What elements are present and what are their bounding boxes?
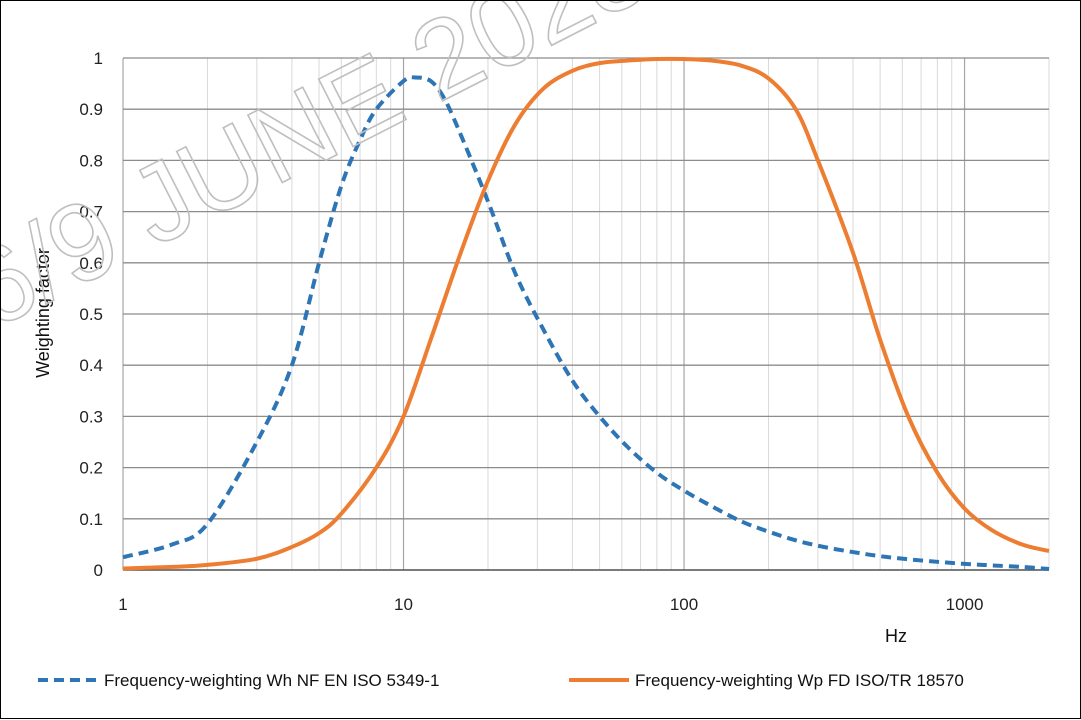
major-gridlines: [122, 57, 1049, 571]
y-tick-label: 0.7: [79, 203, 103, 222]
legend: Frequency-weighting Wh NF EN ISO 5349-1 F…: [38, 671, 964, 690]
x-tick-label: 1: [118, 595, 127, 614]
y-tick-label: 0: [94, 561, 103, 580]
y-tick-label: 0.8: [79, 151, 103, 170]
y-tick-label: 0.3: [79, 407, 103, 426]
legend-label-wh: Frequency-weighting Wh NF EN ISO 5349-1: [104, 671, 439, 690]
series-layer: [122, 56, 1050, 571]
x-tick-label: 10: [394, 595, 413, 614]
y-tick-label: 0.6: [79, 254, 103, 273]
series-line-wp: [122, 56, 1050, 571]
legend-label-wp: Frequency-weighting Wp FD ISO/TR 18570: [635, 671, 964, 690]
y-axis-label: Weighting factor: [33, 248, 53, 378]
y-tick-label: 0.4: [79, 356, 103, 375]
y-tick-label: 0.5: [79, 305, 103, 324]
x-tick-label: 1000: [946, 595, 984, 614]
x-tick-labels: 1 10 100 1000: [118, 595, 983, 614]
x-axis-label: Hz: [885, 626, 907, 646]
y-tick-label: 0.2: [79, 459, 103, 478]
y-tick-label: 0.1: [79, 510, 103, 529]
y-tick-label: 0.9: [79, 100, 103, 119]
x-tick-label: 100: [670, 595, 698, 614]
series-line-wh: [122, 75, 1050, 571]
y-tick-label: 1: [94, 49, 103, 68]
y-tick-labels: 0 0.1 0.2 0.3 0.4 0.5 0.6 0.7 0.8 0.9 1: [79, 49, 103, 580]
